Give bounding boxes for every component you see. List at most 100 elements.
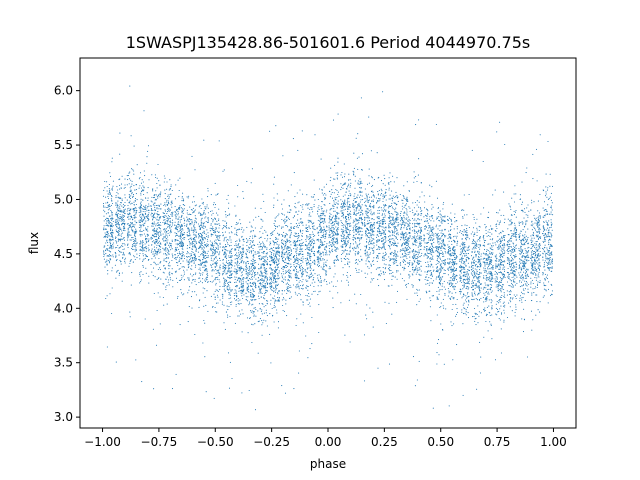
data-point [500, 236, 503, 238]
data-point [542, 189, 544, 191]
data-point [261, 284, 263, 286]
data-point [160, 242, 162, 244]
data-point [353, 174, 355, 176]
data-point [140, 204, 142, 206]
data-point [146, 210, 148, 212]
data-point [104, 211, 106, 213]
data-point [287, 226, 289, 228]
data-point [523, 319, 525, 321]
data-point [229, 274, 231, 276]
data-point [247, 241, 249, 243]
data-point [537, 210, 539, 212]
data-point [551, 267, 553, 269]
data-point [370, 234, 372, 236]
data-point [312, 235, 315, 238]
data-point [290, 253, 292, 255]
data-point [111, 196, 113, 198]
data-point [428, 225, 430, 227]
data-point [126, 184, 128, 186]
data-point [509, 240, 511, 242]
data-point [511, 268, 513, 270]
data-point [372, 232, 374, 234]
data-point [545, 213, 547, 215]
data-point [428, 233, 430, 236]
data-point [378, 267, 380, 269]
data-point [335, 249, 337, 251]
data-point [162, 216, 164, 218]
data-point [272, 269, 274, 271]
data-point [146, 238, 148, 240]
data-point [318, 188, 321, 190]
data-point [285, 261, 287, 264]
data-point [210, 224, 212, 226]
data-point [214, 290, 216, 292]
data-point [372, 326, 374, 328]
data-point [150, 207, 152, 210]
data-point [120, 197, 122, 199]
data-point [478, 246, 480, 249]
data-point [253, 299, 255, 301]
data-point [191, 218, 193, 221]
data-point [234, 271, 236, 273]
data-point [395, 211, 397, 213]
data-point [163, 253, 165, 255]
data-point [296, 277, 298, 279]
data-point [392, 271, 394, 273]
data-point [157, 248, 159, 251]
data-point [368, 248, 370, 251]
data-point [412, 256, 414, 258]
data-point [271, 275, 273, 277]
data-point [448, 253, 450, 255]
data-point [425, 261, 427, 264]
data-point [433, 238, 435, 240]
data-point [393, 235, 396, 237]
data-point [438, 279, 440, 281]
data-point [467, 257, 470, 259]
data-point [373, 195, 375, 197]
data-point [426, 257, 428, 259]
data-point [333, 203, 335, 205]
data-point [468, 226, 470, 229]
data-point [190, 296, 193, 298]
data-point [361, 230, 363, 233]
data-point [307, 303, 309, 306]
data-point [242, 244, 244, 246]
data-point [430, 271, 432, 274]
data-point [407, 240, 409, 242]
data-point [492, 278, 494, 280]
data-point [262, 322, 264, 324]
data-point [530, 310, 533, 312]
data-point [525, 271, 528, 273]
data-point [134, 199, 136, 202]
data-point [510, 263, 512, 265]
data-point [231, 276, 233, 279]
data-point [118, 210, 120, 212]
data-point [343, 236, 345, 238]
data-point [278, 291, 280, 293]
data-point [331, 232, 333, 234]
data-point [404, 222, 406, 224]
data-point [312, 227, 314, 229]
data-point [377, 193, 379, 195]
data-point [298, 264, 300, 266]
data-point [214, 298, 216, 300]
data-point [526, 277, 528, 279]
data-point [530, 239, 532, 241]
data-point [402, 219, 404, 221]
data-point [227, 194, 229, 196]
data-point [389, 258, 391, 260]
data-point [357, 212, 359, 215]
data-point [431, 251, 433, 253]
data-point [259, 249, 261, 251]
data-point [141, 179, 143, 181]
data-point [341, 208, 343, 210]
data-point [183, 237, 185, 239]
data-point [300, 273, 303, 275]
data-point [318, 209, 320, 211]
data-point [369, 196, 371, 198]
data-point [394, 250, 396, 252]
data-point [459, 274, 461, 276]
data-point [536, 220, 538, 222]
data-point [397, 264, 399, 266]
data-point [109, 241, 111, 244]
